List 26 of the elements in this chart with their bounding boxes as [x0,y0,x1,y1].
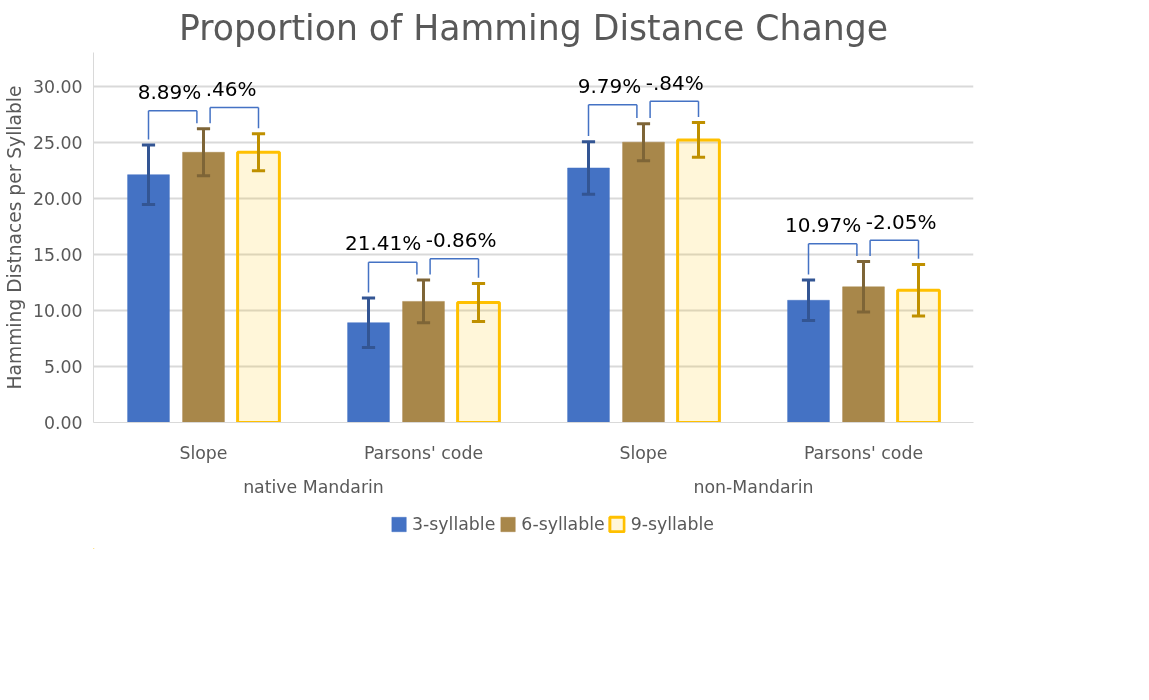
x-tick-label: Slope [179,442,228,463]
annotation: 8.89% [137,80,202,105]
annotation: -2.05% [865,209,937,234]
y-tick-label: 0.00 [43,413,83,433]
annotation: -.84% [645,70,704,95]
y-tick-label: 25.00 [32,132,83,153]
annotation: .46% [205,76,257,101]
y-tick-label: 15.00 [32,244,83,265]
legend-label: 3-syllable [412,514,496,534]
y-tick-label: 10.00 [32,300,83,321]
chart-title: Proportion of Hamming Distance Change [179,7,888,48]
annotation: 10.97% [785,212,862,237]
y-axis-title: Hamming Distnaces per Syllable [3,85,25,390]
annotation: -0.86% [425,228,497,253]
annotation: 9.79% [577,73,642,98]
x-tick-label: Parsons' code [803,442,924,463]
x-tick-label: Slope [619,442,668,463]
y-tick-label: 20.00 [32,188,83,209]
text: native Mandarin [243,476,384,497]
y-tick-label: 5.00 [43,356,83,377]
legend-label: 9-syllable [630,514,714,534]
y-tick-label: 30.00 [32,76,83,97]
text: non-Mandarin [693,476,814,497]
legend-label: 6-syllable [521,514,605,534]
annotation: 21.41% [345,231,422,256]
x-tick-label: Parsons' code [363,442,484,463]
